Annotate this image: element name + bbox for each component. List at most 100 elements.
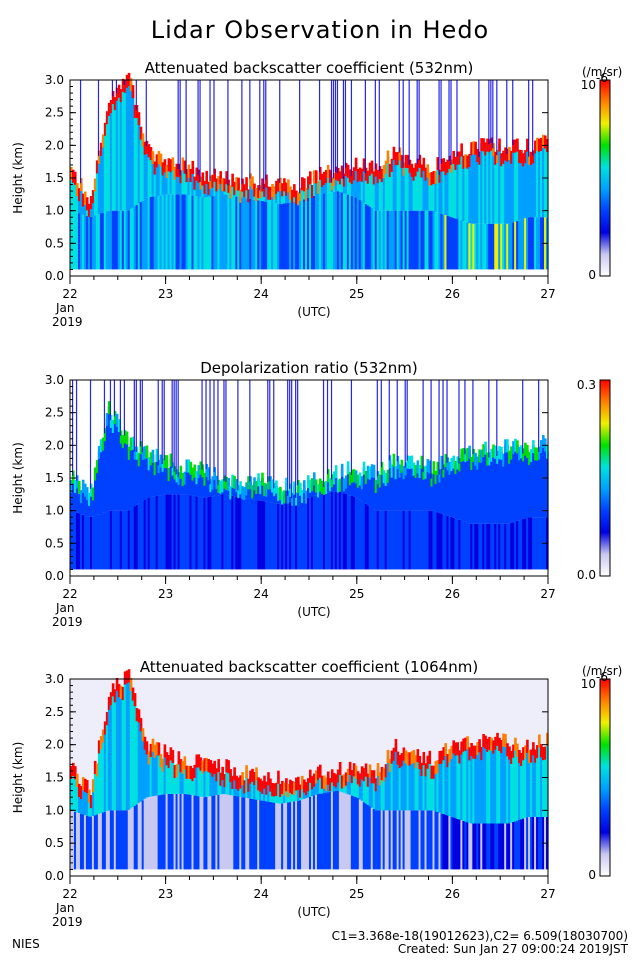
streak: [205, 380, 206, 469]
cloud-top-cell: [460, 143, 463, 156]
streak: [180, 80, 181, 175]
cloud-top-cell: [335, 465, 338, 478]
streak: [512, 80, 513, 145]
footer-created: Created: Sun Jan 27 09:00:24 2019JST: [398, 942, 629, 956]
cloud-top-cell: [395, 739, 398, 752]
y-tick-label: 2.5: [45, 406, 64, 420]
y-tick-label: 2.5: [45, 106, 64, 120]
y-tick-label: 2.0: [45, 738, 64, 752]
cloud-top-cell: [138, 112, 141, 125]
cloud-top-cell: [237, 178, 240, 191]
streak: [379, 80, 380, 171]
footer-left: NIES: [12, 937, 40, 951]
streak: [438, 380, 439, 475]
x-axis-label: (UTC): [297, 305, 330, 319]
streak: [142, 380, 143, 452]
colorbar-unit: (/m/sr): [582, 664, 622, 678]
panel-title: Attenuated backscatter coefficient (1064…: [140, 658, 478, 676]
streak: [136, 80, 137, 110]
streak: [335, 80, 336, 172]
x-tick-label: 23: [158, 587, 173, 601]
streak: [327, 380, 328, 474]
cloud-top-cell: [355, 158, 358, 171]
streak: [496, 80, 497, 155]
streak: [227, 80, 228, 185]
cloud-top-cell: [516, 139, 519, 152]
streak: [438, 80, 439, 175]
streak: [319, 80, 320, 172]
y-tick-label: 1.5: [45, 171, 64, 185]
x-sub-year: 2019: [52, 615, 83, 629]
streak: [538, 380, 539, 452]
streak: [532, 80, 533, 156]
x-tick-label: 24: [254, 887, 269, 901]
streak: [273, 380, 274, 488]
x-tick-label: 26: [445, 887, 460, 901]
streak: [458, 380, 459, 463]
y-tick-label: 0.0: [45, 869, 64, 883]
streak: [442, 380, 443, 470]
cloud-top-cell: [172, 750, 175, 763]
colorbar: [600, 380, 610, 576]
streak: [164, 380, 165, 460]
y-axis-label: Height (km): [11, 142, 25, 213]
streak: [136, 380, 137, 452]
streak: [209, 80, 210, 181]
streak: [201, 380, 202, 470]
streak: [186, 80, 187, 174]
streak: [241, 80, 242, 184]
streak: [124, 80, 125, 85]
streak: [116, 80, 117, 93]
cloud-top-cell: [498, 138, 501, 151]
cloud-top-cell: [245, 177, 248, 190]
streak: [120, 380, 121, 436]
cloud-top-cell: [423, 752, 426, 765]
streak: [172, 380, 173, 468]
cloud-top-cell: [341, 464, 344, 477]
colorbar-max-label: 10: [581, 78, 596, 92]
streak: [289, 380, 290, 489]
panel-title: Attenuated backscatter coefficient (532n…: [145, 59, 474, 77]
y-tick-label: 3.0: [45, 373, 64, 387]
streak: [375, 80, 376, 169]
streak: [440, 80, 441, 164]
streak: [492, 80, 493, 148]
y-tick-label: 2.0: [45, 438, 64, 452]
streak: [114, 380, 115, 416]
streak: [381, 380, 382, 467]
y-axis-label: Height (km): [11, 442, 25, 513]
x-sub-year: 2019: [52, 915, 83, 929]
x-tick-label: 27: [540, 587, 555, 601]
streak: [291, 380, 292, 498]
y-tick-label: 3.0: [45, 73, 64, 87]
y-tick-label: 0.5: [45, 536, 64, 550]
streak: [389, 380, 390, 460]
y-tick-label: 1.5: [45, 471, 64, 485]
colorbar-min-label: 0.0: [577, 568, 596, 582]
streak: [331, 80, 332, 183]
y-tick-label: 1.0: [45, 803, 64, 817]
colorbar-max-label: 10: [581, 677, 596, 691]
streak: [496, 380, 497, 456]
streak: [506, 80, 507, 154]
streak: [423, 380, 424, 472]
streak: [134, 380, 135, 452]
streak: [295, 380, 296, 498]
streak: [299, 80, 300, 193]
cloud-top-cell: [245, 765, 248, 778]
y-tick-label: 0.5: [45, 236, 64, 250]
cloud-top-cell: [277, 771, 280, 784]
streak: [331, 380, 332, 480]
cloud-top-cell: [134, 693, 137, 706]
x-sub-year: 2019: [52, 315, 83, 329]
streak: [522, 380, 523, 454]
cloud-top-cell: [468, 446, 471, 459]
x-tick-label: 23: [158, 287, 173, 301]
x-tick-label: 27: [540, 287, 555, 301]
cloud-top-cell: [166, 455, 169, 468]
streak: [345, 80, 346, 168]
streak: [213, 80, 214, 174]
streak: [199, 80, 200, 182]
